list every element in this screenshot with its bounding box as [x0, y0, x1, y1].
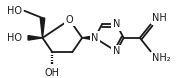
Text: HO: HO: [7, 6, 22, 16]
Text: NH₂: NH₂: [152, 53, 171, 63]
Text: N: N: [113, 46, 120, 56]
Text: N: N: [91, 33, 98, 43]
Text: OH: OH: [45, 68, 60, 78]
Text: N: N: [113, 19, 120, 29]
Polygon shape: [40, 18, 45, 38]
Polygon shape: [28, 36, 42, 40]
Text: NH: NH: [152, 13, 167, 23]
Text: HO: HO: [7, 33, 22, 43]
Polygon shape: [82, 36, 95, 40]
Text: O: O: [66, 15, 73, 25]
